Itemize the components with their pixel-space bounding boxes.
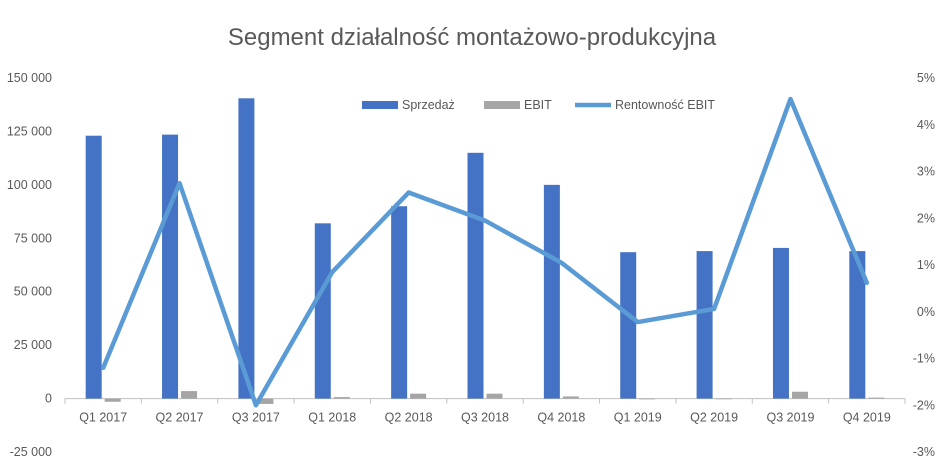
bar-sales xyxy=(849,251,866,399)
bar-ebit xyxy=(486,393,503,399)
line-ebit-margin xyxy=(100,96,870,408)
y-right-tick-label: 0% xyxy=(917,305,935,319)
bar-ebit xyxy=(181,391,198,399)
bar-ebit xyxy=(639,398,656,400)
x-tick-label: Q1 2018 xyxy=(308,411,356,425)
y-left-tick-label: 100 000 xyxy=(7,178,52,192)
bar-sales xyxy=(772,247,789,399)
legend-sales-swatch xyxy=(362,101,398,109)
x-tick-label: Q1 2019 xyxy=(614,411,662,425)
legend-margin-label: Rentowność EBIT xyxy=(615,98,715,112)
bar-ebit xyxy=(257,398,274,404)
bar-sales xyxy=(696,251,713,399)
y-right-tick-label: 4% xyxy=(917,118,935,132)
x-tick-label: Q4 2019 xyxy=(843,411,891,425)
bar-ebit xyxy=(868,397,885,399)
x-tick-label: Q2 2017 xyxy=(156,411,204,425)
bar-sales xyxy=(391,206,408,399)
x-tick-label: Q2 2018 xyxy=(385,411,433,425)
y-left-tick-label: 0 xyxy=(45,392,52,406)
x-tick-label: Q3 2018 xyxy=(461,411,509,425)
line-series xyxy=(100,96,870,408)
y-left-tick-label: -25 000 xyxy=(10,445,52,459)
y-right-tick-label: 1% xyxy=(917,258,935,272)
bar-sales xyxy=(238,98,255,399)
bar-sales xyxy=(162,134,179,399)
y-left-tick-label: 50 000 xyxy=(14,285,52,299)
bar-sales xyxy=(543,184,560,399)
y-left-tick-label: 75 000 xyxy=(14,231,52,245)
bar-sales xyxy=(467,152,484,399)
y-left-tick-label: 125 000 xyxy=(7,124,52,138)
y-right-tick-label: -3% xyxy=(913,445,935,459)
y-right-tick-label: 3% xyxy=(917,165,935,179)
x-tick-label: Q3 2017 xyxy=(232,411,280,425)
y-right-tick-label: -1% xyxy=(913,352,935,366)
bar-ebit xyxy=(104,398,121,402)
x-tick-label: Q4 2018 xyxy=(537,411,585,425)
bar-ebit xyxy=(333,397,350,399)
bar-ebit xyxy=(562,396,579,399)
bar-sales xyxy=(620,252,637,399)
bar-sales xyxy=(85,135,102,399)
chart-title: Segment działalność montażowo-produkcyjn… xyxy=(228,24,717,51)
y-right-tick-label: -2% xyxy=(913,398,935,412)
legend: Sprzedaż EBIT Rentowność EBIT xyxy=(362,98,715,112)
bar-ebit xyxy=(791,391,808,399)
x-tick-label: Q3 2019 xyxy=(766,411,814,425)
y-right-tick-label: 5% xyxy=(917,71,935,85)
axes: -25 000 0 25 000 50 000 75 000 100 000 125 000… xyxy=(7,71,935,459)
legend-ebit-swatch xyxy=(484,101,520,109)
bar-ebit xyxy=(410,393,427,399)
y-left-tick-label: 25 000 xyxy=(14,338,52,352)
y-left-tick-label: 150 000 xyxy=(7,71,52,85)
x-tick-label: Q1 2017 xyxy=(79,411,127,425)
bar-sales xyxy=(314,223,331,399)
legend-ebit-label: EBIT xyxy=(524,98,552,112)
x-tick-label: Q2 2019 xyxy=(690,411,738,425)
y-right-tick-label: 2% xyxy=(917,211,935,225)
bars xyxy=(85,98,885,404)
bar-ebit xyxy=(715,398,732,400)
legend-sales-label: Sprzedaż xyxy=(402,98,455,112)
